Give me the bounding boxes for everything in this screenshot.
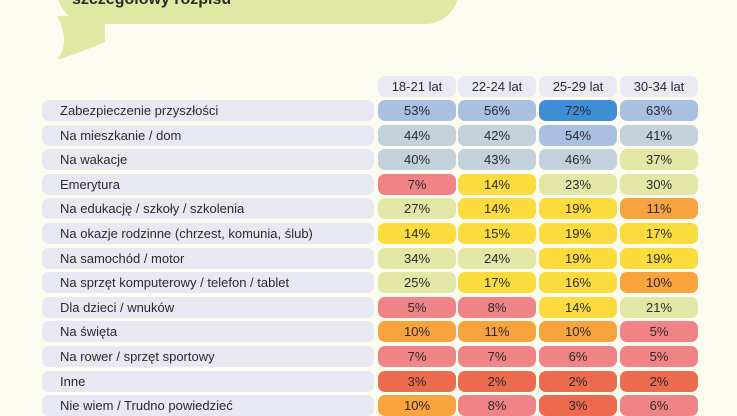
chart-title: szczegółowy rozpisu — [72, 0, 231, 9]
row-label: Emerytura — [42, 174, 374, 195]
value-cell: 10% — [378, 321, 456, 342]
row-label: Zabezpieczenie przyszłości — [42, 100, 374, 121]
value-cell: 14% — [458, 198, 536, 219]
value-cell: 17% — [620, 223, 698, 244]
row-label: Dla dzieci / wnuków — [42, 297, 374, 318]
value-cell: 8% — [458, 297, 536, 318]
column-header: 30-34 lat — [620, 76, 698, 97]
value-cell: 7% — [378, 174, 456, 195]
column-header: 25-29 lat — [539, 76, 617, 97]
title-bubble — [57, 0, 459, 24]
bubble-tail — [57, 16, 105, 60]
value-cell: 5% — [378, 297, 456, 318]
value-cell: 37% — [620, 149, 698, 170]
value-cell: 14% — [458, 174, 536, 195]
value-cell: 17% — [458, 272, 536, 293]
row-label: Na sprzęt komputerowy / telefon / tablet — [42, 272, 374, 293]
value-cell: 23% — [539, 174, 617, 195]
value-cell: 43% — [458, 149, 536, 170]
value-cell: 46% — [539, 149, 617, 170]
value-cell: 41% — [620, 125, 698, 146]
value-cell: 54% — [539, 125, 617, 146]
row-label: Na rower / sprzęt sportowy — [42, 346, 374, 367]
value-cell: 6% — [620, 395, 698, 416]
value-cell: 30% — [620, 174, 698, 195]
value-cell: 10% — [378, 395, 456, 416]
value-cell: 8% — [458, 395, 536, 416]
value-cell: 5% — [620, 321, 698, 342]
value-cell: 14% — [378, 223, 456, 244]
value-cell: 5% — [620, 346, 698, 367]
value-cell: 7% — [458, 346, 536, 367]
row-label: Inne — [42, 371, 374, 392]
value-cell: 27% — [378, 198, 456, 219]
row-label: Na edukację / szkoły / szkolenia — [42, 198, 374, 219]
value-cell: 19% — [539, 223, 617, 244]
value-cell: 14% — [539, 297, 617, 318]
value-cell: 24% — [458, 248, 536, 269]
value-cell: 44% — [378, 125, 456, 146]
row-label: Na wakacje — [42, 149, 374, 170]
value-cell: 21% — [620, 297, 698, 318]
row-label: Na okazje rodzinne (chrzest, komunia, śl… — [42, 223, 374, 244]
value-cell: 7% — [378, 346, 456, 367]
value-cell: 11% — [458, 321, 536, 342]
value-cell: 16% — [539, 272, 617, 293]
row-label: Na samochód / motor — [42, 248, 374, 269]
value-cell: 2% — [458, 371, 536, 392]
value-cell: 3% — [539, 395, 617, 416]
column-header: 18-21 lat — [378, 76, 456, 97]
row-label: Na święta — [42, 321, 374, 342]
value-cell: 2% — [620, 371, 698, 392]
value-cell: 56% — [458, 100, 536, 121]
value-cell: 72% — [539, 100, 617, 121]
value-cell: 19% — [539, 248, 617, 269]
row-label: Nie wiem / Trudno powiedzieć — [42, 395, 374, 416]
value-cell: 42% — [458, 125, 536, 146]
value-cell: 19% — [620, 248, 698, 269]
value-cell: 19% — [539, 198, 617, 219]
value-cell: 11% — [620, 198, 698, 219]
value-cell: 10% — [620, 272, 698, 293]
value-cell: 10% — [539, 321, 617, 342]
value-cell: 53% — [378, 100, 456, 121]
value-cell: 6% — [539, 346, 617, 367]
column-header: 22-24 lat — [458, 76, 536, 97]
value-cell: 34% — [378, 248, 456, 269]
value-cell: 2% — [539, 371, 617, 392]
value-cell: 63% — [620, 100, 698, 121]
value-cell: 3% — [378, 371, 456, 392]
value-cell: 40% — [378, 149, 456, 170]
row-label: Na mieszkanie / dom — [42, 125, 374, 146]
value-cell: 15% — [458, 223, 536, 244]
value-cell: 25% — [378, 272, 456, 293]
